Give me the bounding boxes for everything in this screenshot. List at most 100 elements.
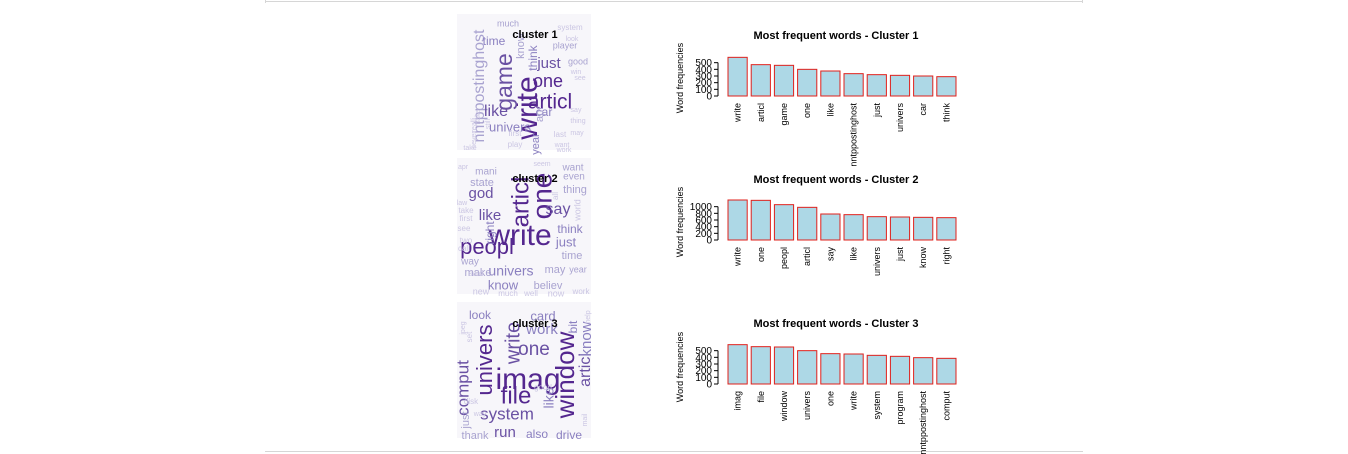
frame-bottom-border (265, 451, 1083, 452)
wordcloud-word: think (557, 222, 583, 236)
x-tick-label: like (849, 247, 859, 261)
y-tick-label: 200 (695, 366, 712, 377)
x-tick-label: right (941, 247, 951, 265)
wordcloud-word: mani (475, 167, 497, 178)
bar (843, 214, 864, 241)
wordcloud-word: just (555, 234, 577, 249)
wordcloud-word: year (530, 133, 542, 155)
wordcloud-word: know (488, 277, 519, 292)
wordcloud-word: bit (566, 320, 580, 333)
y-tick-label: 100 (695, 85, 712, 96)
y-tick-label: 500 (695, 346, 712, 357)
bar (820, 213, 841, 241)
wordcloud-word: like (484, 103, 508, 120)
x-tick-label: nntppostinghost (918, 391, 928, 454)
wordcloud-word: work (556, 147, 572, 154)
wordcloud-word: much (498, 289, 518, 298)
chart-title: Most frequent words - Cluster 1 (753, 30, 918, 42)
wordcloud-word: last (554, 130, 567, 139)
y-tick-label: 0 (706, 380, 712, 391)
x-tick-label: think (941, 103, 951, 123)
y-tick-label: 200 (695, 78, 712, 89)
wordcloud-word: want (554, 142, 570, 149)
x-tick-label: game (779, 103, 789, 126)
y-axis-label: Word frequencies (675, 186, 685, 257)
x-tick-label: articl (756, 103, 766, 122)
wordcloud-word: univers (488, 263, 533, 279)
wordcloud-word: thing (563, 184, 587, 196)
bar (797, 68, 818, 97)
x-tick-label: univers (895, 103, 905, 133)
bar-chart-cluster-3: Most frequent words - Cluster 3 Word fre… (675, 318, 957, 454)
bar (750, 64, 771, 97)
wordcloud-word: articl (528, 91, 572, 114)
wordcloud-word: world (572, 199, 582, 222)
wordcloud-background (457, 302, 591, 438)
bar (889, 74, 911, 97)
y-axis-label: Word frequencies (675, 42, 685, 113)
wordcloud-word: seem (533, 161, 550, 168)
cluster-panel-2: writeonearticlpeoplsaylikegoduniversknow… (457, 158, 957, 298)
wordcloud-word: want (561, 163, 583, 174)
wordcloud-word: say (546, 201, 571, 218)
wordcloud-word: two (460, 236, 473, 245)
wordcloud-word: make (465, 267, 492, 279)
x-tick-label: say (825, 247, 835, 262)
bar (913, 216, 934, 241)
x-tick-label: car (918, 103, 928, 116)
wordcloud-word: still (485, 119, 492, 130)
bar (843, 353, 864, 385)
wordcloud-word: system (480, 404, 534, 423)
wordcloud-word: write (502, 322, 524, 365)
wordcloud-word: may (545, 264, 566, 276)
bar (820, 70, 841, 97)
wordcloud-word: just (460, 411, 472, 429)
wordcloud-word: run (494, 424, 516, 441)
wordcloud-word: play (508, 140, 523, 149)
wordcloud-word: new (473, 286, 490, 296)
wordcloud-word: also (526, 427, 548, 441)
bar (866, 74, 887, 97)
x-tick-label: univers (872, 247, 882, 277)
bar-chart-cluster-1: Most frequent words - Cluster 1 Word fre… (675, 30, 957, 167)
wordcloud-word: well (523, 289, 538, 298)
y-tick-label: 600 (695, 216, 712, 227)
bar-chart-cluster-2: Most frequent words - Cluster 2 Word fre… (675, 174, 957, 277)
wordcloud-word: help (585, 310, 592, 323)
wordcloud-word: know (578, 321, 595, 356)
x-tick-label: peopl (779, 247, 789, 269)
y-tick-label: 0 (706, 236, 712, 247)
y-tick-label: 400 (695, 353, 712, 364)
bar (750, 199, 771, 241)
wordcloud-word: mail (582, 413, 589, 426)
wordcloud-word: think (526, 44, 540, 70)
x-tick-label: write (733, 103, 743, 123)
wordcloud-word: work (572, 287, 591, 296)
bar (913, 75, 934, 97)
bar (889, 355, 911, 385)
wordcloud-word: way (473, 411, 487, 418)
x-tick-label: one (756, 247, 766, 262)
x-tick-label: one (825, 391, 835, 406)
wordcloud-word: see (458, 224, 471, 233)
x-tick-label: write (849, 391, 859, 411)
wordcloud-word: just (536, 55, 561, 72)
wordcloud-word: good (534, 383, 552, 392)
bar (727, 199, 748, 241)
wordcloud-word: look (469, 308, 492, 322)
frame-right-corner (1082, 0, 1083, 3)
y-tick-label: 300 (695, 72, 712, 83)
wordcloud-word: univers (489, 119, 531, 134)
x-tick-label: one (802, 103, 812, 118)
wordcloud-word: articl (577, 353, 594, 387)
wordcloud-word: look (566, 36, 579, 43)
wordcloud-word: take (463, 145, 476, 152)
y-tick-label: 800 (695, 209, 712, 220)
wordcloud-word: game (491, 53, 517, 111)
bar (866, 354, 887, 385)
wordcloud-word: card (530, 308, 555, 323)
wordcloud-word: work (525, 321, 558, 338)
wordcloud-word: win (570, 69, 582, 76)
